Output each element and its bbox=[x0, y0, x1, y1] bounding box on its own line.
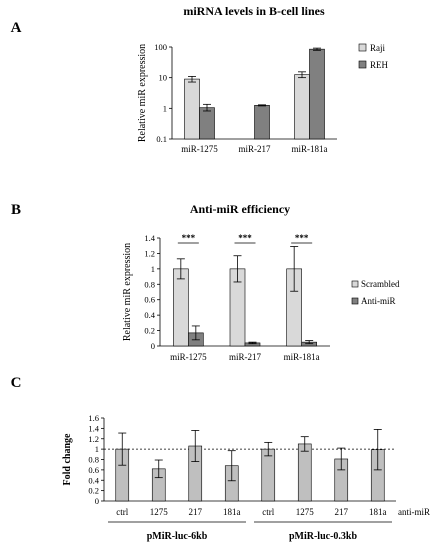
chart-b-legend-label: Scrambled bbox=[361, 279, 400, 289]
chart-b-ytick-label: 0.8 bbox=[144, 279, 155, 289]
chart-b-category-label: miR-1275 bbox=[170, 352, 207, 362]
chart-a-category-label: miR-217 bbox=[238, 144, 271, 154]
chart-a-bar-raji bbox=[184, 78, 200, 140]
chart-c-error-bar bbox=[191, 430, 200, 462]
chart-a-title: miRNA levels in B-cell lines bbox=[183, 4, 325, 18]
chart-b-ylabel: Relative miR expression bbox=[122, 243, 133, 341]
chart-c-category-label: 1275 bbox=[150, 507, 169, 517]
chart-c-ytick-label: 0 bbox=[95, 496, 99, 506]
chart-a-bar-raji bbox=[294, 74, 310, 140]
chart-b-ytick-label: 0.2 bbox=[144, 326, 155, 336]
chart-b-ytick-label: 1.2 bbox=[144, 248, 155, 258]
chart-b-legend-label: Anti-miR bbox=[361, 296, 396, 306]
chart-a-bar-reh bbox=[199, 107, 215, 140]
chart-c-error-bar bbox=[118, 432, 127, 466]
chart-b-significance-label: *** bbox=[238, 233, 252, 243]
panel-letter-a: A bbox=[11, 20, 22, 36]
chart-a-error-bar bbox=[298, 71, 306, 79]
chart-c-ytick-label: 0.2 bbox=[88, 486, 99, 496]
panel-letter-b: B bbox=[11, 202, 21, 218]
chart-a-error-bar bbox=[313, 47, 321, 51]
chart-b-ytick-label: 0.4 bbox=[144, 310, 155, 320]
chart-c-error-bar bbox=[373, 429, 382, 471]
chart-a-ytick-label: 1 bbox=[163, 103, 167, 113]
chart-b-ytick-label: 0 bbox=[151, 341, 155, 351]
chart-a-legend-label: REH bbox=[370, 60, 389, 70]
chart-a-ytick-label: 10 bbox=[159, 73, 168, 83]
chart-b-title: Anti-miR efficiency bbox=[190, 202, 290, 216]
chart-c-category-label: 1275 bbox=[296, 507, 315, 517]
chart-b-bar-scrambled bbox=[173, 268, 189, 347]
chart-c-ytick-label: 0.6 bbox=[88, 465, 99, 475]
chart-b-ytick-label: 1.4 bbox=[144, 233, 155, 243]
chart-a-category-label: miR-181a bbox=[292, 144, 328, 154]
chart-c-bar bbox=[261, 448, 276, 502]
chart-c-group-label: pMiR-luc-0.3kb bbox=[289, 531, 358, 542]
chart-b-ytick-label: 1 bbox=[151, 264, 155, 274]
chart-b-category-label: miR-181a bbox=[284, 352, 320, 362]
chart-b-error-bar bbox=[248, 341, 257, 345]
chart-c-error-bar bbox=[264, 441, 273, 457]
chart-a-error-bar bbox=[203, 103, 211, 112]
chart-b-category-label: miR-217 bbox=[229, 352, 262, 362]
chart-c-ytick-label: 1.6 bbox=[88, 413, 99, 423]
chart-a-legend-swatch bbox=[358, 60, 367, 69]
chart-c-category-label: 181a bbox=[223, 507, 241, 517]
chart-c-ytick-label: 0.4 bbox=[88, 475, 99, 485]
chart-a-bar-reh bbox=[254, 105, 270, 140]
panel-letter-c: C bbox=[11, 375, 22, 391]
chart-c-error-bar bbox=[227, 450, 236, 482]
chart-c-ytick-label: 1.4 bbox=[88, 423, 99, 433]
chart-b-error-bar bbox=[305, 340, 314, 345]
chart-c-category-label: ctrl bbox=[262, 507, 274, 517]
chart-a-error-bar bbox=[258, 104, 266, 107]
chart-a-bar-reh bbox=[309, 48, 325, 140]
chart-b-significance-label: *** bbox=[295, 233, 309, 243]
chart-b-legend-swatch bbox=[351, 280, 359, 288]
chart-a-legend-swatch bbox=[358, 43, 367, 52]
chart-c-error-bar bbox=[337, 447, 346, 471]
chart-a-error-bar bbox=[188, 75, 196, 83]
chart-c-bar bbox=[297, 443, 312, 502]
chart-b-error-bar bbox=[233, 255, 242, 283]
chart-a-ytick-label: 100 bbox=[154, 42, 167, 52]
chart-c-error-bar bbox=[154, 459, 163, 479]
chart-a-category-label: miR-1275 bbox=[181, 144, 218, 154]
chart-c-ytick-label: 1.2 bbox=[88, 434, 99, 444]
chart-a-ytick-label: 0.1 bbox=[156, 134, 167, 144]
chart-c-ytick-label: 1 bbox=[95, 444, 99, 454]
chart-c-category-label: 181a bbox=[369, 507, 387, 517]
chart-b-ytick-label: 0.6 bbox=[144, 295, 155, 305]
chart-b-significance-label: *** bbox=[182, 233, 196, 243]
chart-b-error-bar bbox=[290, 246, 299, 292]
chart-b-error-bar bbox=[191, 325, 200, 341]
chart-c-error-bar bbox=[300, 436, 309, 452]
chart-c-category-label: ctrl bbox=[116, 507, 128, 517]
chart-a-ylabel: Relative miR expression bbox=[137, 44, 148, 142]
chart-b-legend-swatch bbox=[351, 297, 359, 305]
chart-c-category-axis-label: anti-miR bbox=[398, 507, 430, 517]
chart-c-group-label: pMiR-luc-6kb bbox=[147, 531, 208, 542]
chart-c-ylabel: Fold change bbox=[62, 433, 73, 486]
chart-c-category-label: 217 bbox=[335, 507, 349, 517]
chart-b-error-bar bbox=[176, 258, 185, 280]
chart-c-ytick-label: 0.8 bbox=[88, 455, 99, 465]
chart-a-legend-label: Raji bbox=[370, 43, 385, 53]
chart-c-category-label: 217 bbox=[189, 507, 203, 517]
